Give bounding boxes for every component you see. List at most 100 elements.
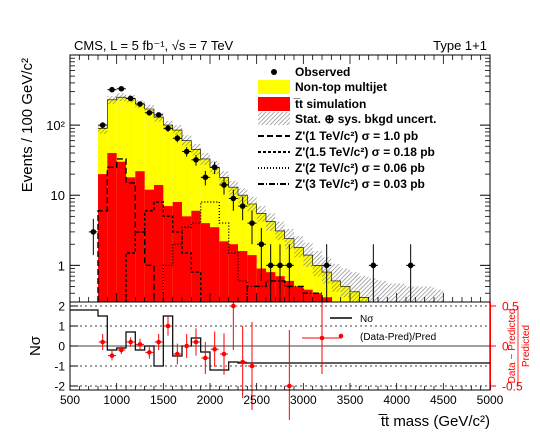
ttbar-bar — [126, 177, 136, 302]
x-tick-label: 5000 — [477, 393, 504, 407]
bottom-y-tick-label: 1 — [58, 320, 65, 334]
top-y-tick-label: 1 — [58, 258, 65, 273]
ratio-error-bars-overflow — [102, 280, 323, 420]
right-y-tick-label: 0.5 — [502, 300, 519, 314]
uncertainty-band-bin — [331, 263, 341, 292]
ttbar-bar — [247, 255, 257, 302]
bottom-y-tick-label: -2 — [54, 380, 65, 394]
ttbar-histogram — [98, 153, 332, 302]
x-tick-label: 500 — [60, 393, 80, 407]
top-y-tick-label: 10² — [46, 118, 65, 133]
top-y-axis-label: Events / 100 GeV/c² — [19, 58, 36, 192]
right-axis-label: Data − Predicted Predicted — [507, 306, 532, 386]
uncertainty-band-bin — [294, 236, 304, 258]
legend-label: t̅t simulation — [293, 97, 366, 111]
top-y-tick-label: 10 — [51, 188, 65, 203]
ttbar-bar — [182, 216, 192, 302]
ttbar-bar — [98, 174, 108, 302]
legend-observed-marker — [271, 69, 277, 75]
observed-point — [286, 262, 293, 269]
multijet-bar — [238, 195, 248, 302]
legend-label: Stat. ⊕ sys. bkgd uncert. — [295, 112, 436, 126]
x-tick-label: 4000 — [383, 393, 410, 407]
uncertainty-band-bin — [359, 276, 369, 302]
legend-ratio-marker — [338, 333, 344, 339]
zprime-1-histogram — [97, 158, 155, 302]
observed-point — [230, 195, 237, 202]
legend-label: Observed — [295, 65, 350, 79]
observed-point — [221, 182, 227, 188]
legend-swatch — [258, 97, 290, 111]
zprime-2-histogram — [125, 201, 202, 302]
observed-point — [137, 101, 143, 107]
observed-point — [99, 122, 106, 128]
multijet-bar — [219, 177, 229, 302]
uncertainty-band-bin — [350, 272, 360, 302]
nsigma-line — [70, 309, 490, 371]
nsigma-histogram — [70, 309, 490, 371]
uncertainty-band-bin — [415, 286, 425, 302]
x-tick-label: 1500 — [150, 393, 177, 407]
observed-point — [277, 262, 283, 269]
ttbar-bar — [238, 251, 248, 302]
observed-point — [202, 174, 209, 181]
observed-point — [127, 95, 134, 102]
zprime-histograms — [97, 158, 323, 302]
observed-point — [193, 157, 199, 163]
ttbar-bar — [154, 184, 164, 302]
ttbar-bar — [210, 227, 220, 302]
multijet-bar — [294, 247, 304, 302]
x-tick-label: 2500 — [243, 393, 270, 407]
uncertainty-band-bin — [247, 196, 257, 212]
uncertainty-band-bin — [378, 280, 388, 302]
zprime-4-histogram — [246, 280, 323, 302]
uncertainty-band-bin — [396, 283, 406, 302]
observed-point — [183, 148, 190, 155]
ttbar-bar — [107, 153, 117, 302]
legend-label: Non-top multijet — [295, 80, 387, 94]
observed-point — [155, 112, 162, 118]
observed-point — [118, 85, 125, 92]
ttbar-bar — [116, 161, 126, 302]
bottom-legend: Nσ (Data-Pred)/Pred — [330, 314, 436, 343]
bottom-plot-area — [70, 303, 490, 389]
multijet-bar — [303, 255, 313, 302]
bottom-y-tick-label: -1 — [54, 360, 65, 374]
bottom-y-tick-label: 2 — [58, 300, 65, 314]
ttbar-bar — [256, 268, 266, 302]
ttbar-bar — [312, 293, 322, 302]
observed-point — [370, 262, 377, 269]
ttbar-bar — [144, 189, 154, 302]
top-plot-area — [88, 85, 444, 302]
right-axis-denominator: Predicted — [521, 325, 532, 367]
observed-point — [211, 164, 218, 171]
zprime-3-histogram — [162, 201, 248, 302]
legend-swatch — [258, 80, 290, 94]
legend-ratio-label: (Data-Pred)/Pred — [360, 332, 436, 343]
x-tick-label: 1000 — [103, 393, 130, 407]
bottom-y-tick-label: 0 — [58, 340, 65, 354]
observed-point — [90, 229, 97, 235]
uncertainty-band-bin — [387, 283, 397, 302]
ttbar-bar — [294, 286, 304, 302]
x-axis-label: t̅t mass (GeV/c²) — [378, 413, 490, 430]
uncertainty-band-bin — [266, 213, 276, 231]
uncertainty-band-bin — [434, 289, 444, 302]
observed-point — [174, 135, 181, 142]
top-axes: 1 10 10² — [46, 55, 491, 303]
ttbar-bar — [172, 202, 182, 302]
chart-subtitle: Type 1+1 — [433, 38, 487, 53]
uncertainty-band-bin — [424, 286, 434, 302]
uncertainty-band-bin — [256, 206, 266, 222]
chart-title: CMS, L = 5 fb⁻¹, √s = 7 TeV — [74, 38, 234, 53]
ttbar-bar — [303, 289, 313, 302]
ttbar-bar — [191, 210, 201, 302]
right-axis-numerator: Data − Predicted — [507, 309, 518, 384]
observed-point — [249, 220, 255, 226]
legend-label: Z'(3 TeV/c²) σ = 0.03 pb — [295, 177, 425, 191]
ttbar-bar — [219, 241, 229, 302]
legend-hatch-swatch — [258, 112, 290, 125]
legend-label: Z'(1.5 TeV/c²) σ = 0.18 pb — [295, 145, 435, 159]
